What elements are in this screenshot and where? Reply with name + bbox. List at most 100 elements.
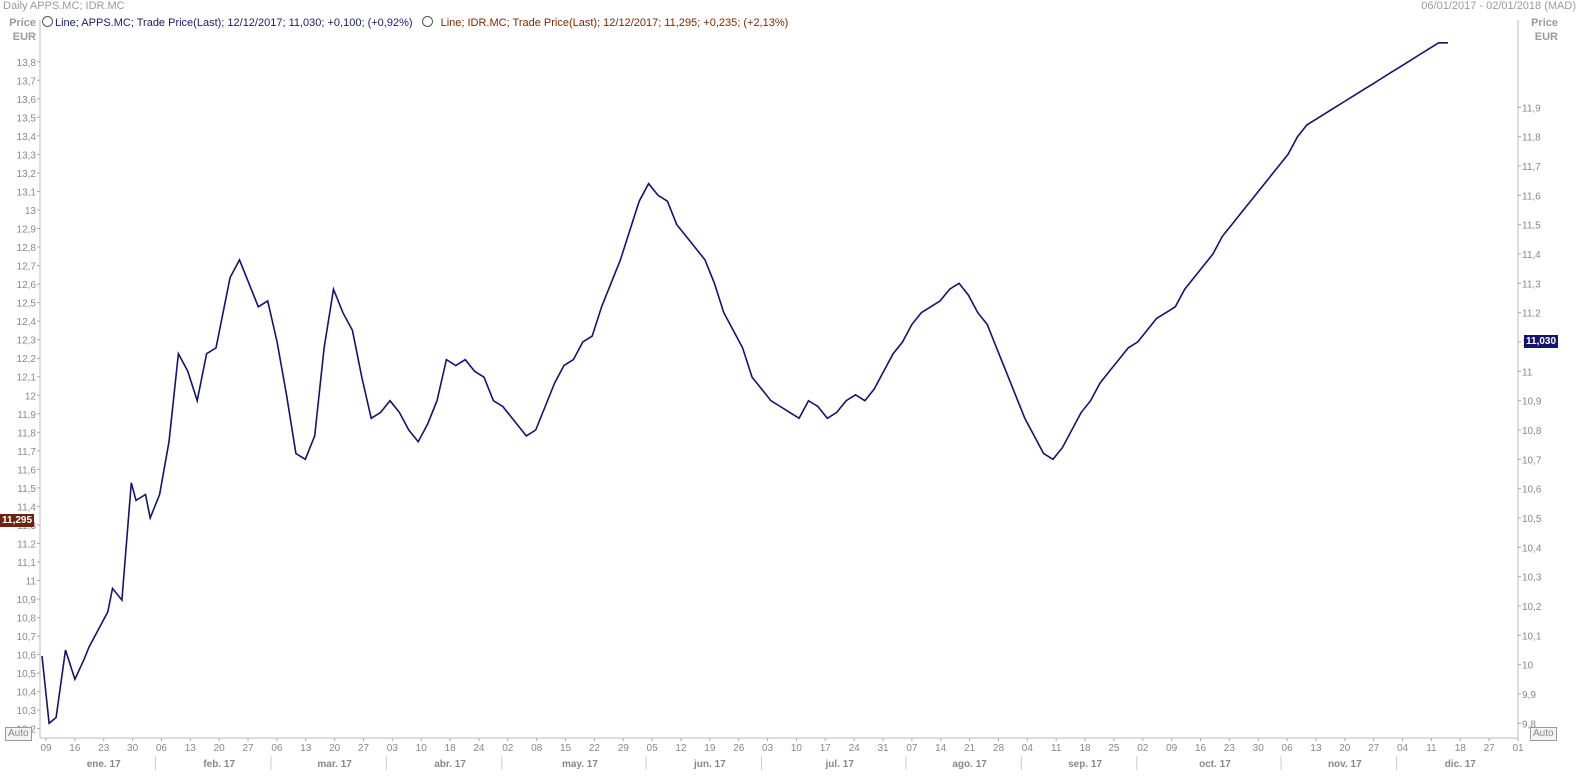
legend-series-apps[interactable]: Line; APPS.MC; Trade Price(Last); 12/12/…: [55, 17, 413, 29]
left-tick-label: 11,2: [17, 539, 36, 550]
right-tick-label: 11,2: [1522, 309, 1541, 320]
month-label: ene. 17: [87, 759, 121, 770]
left-tick-label: 11,1: [17, 558, 36, 569]
right-tick-label: 10,3: [1522, 573, 1542, 584]
x-tick-label: 07: [906, 743, 918, 754]
left-tick-label: 12,1: [17, 373, 37, 384]
x-tick-label: 18: [1455, 743, 1467, 754]
x-tick-label: 27: [358, 743, 370, 754]
month-label: may. 17: [562, 759, 598, 770]
x-tick-label: 03: [762, 743, 774, 754]
x-tick-label: 23: [98, 743, 110, 754]
month-label: nov. 17: [1328, 759, 1362, 770]
x-tick-label: 24: [849, 743, 861, 754]
x-tick-label: 13: [1310, 743, 1322, 754]
x-tick-label: 06: [1282, 743, 1294, 754]
right-tick-label: 10,7: [1522, 455, 1542, 466]
x-tick-label: 17: [820, 743, 832, 754]
month-label: feb. 17: [203, 759, 235, 770]
x-tick-label: 02: [502, 743, 514, 754]
month-label: sep. 17: [1068, 759, 1102, 770]
series-line-apps: [41, 42, 1448, 725]
x-tick-label: 24: [473, 743, 485, 754]
right-tick-label: 10,1: [1522, 631, 1542, 642]
left-tick-label: 13,2: [17, 169, 37, 180]
left-tick-label: 12,9: [17, 225, 37, 236]
month-label: oct. 17: [1199, 759, 1231, 770]
x-tick-label: 27: [242, 743, 254, 754]
last-value-right: 11,030: [1524, 335, 1559, 348]
left-tick-label: 13,4: [17, 132, 37, 143]
right-tick-label: 11,6: [1522, 191, 1541, 202]
right-tick-label: 11,9: [1522, 103, 1541, 114]
x-tick-label: 09: [1166, 743, 1178, 754]
left-tick-label: 11,6: [17, 465, 36, 476]
x-tick-label: 27: [1484, 743, 1496, 754]
left-tick-label: 12: [25, 391, 37, 402]
x-tick-label: 18: [445, 743, 457, 754]
left-tick-label: 13,1: [17, 187, 37, 198]
right-tick-label: 10,5: [1522, 514, 1542, 525]
x-tick-label: 28: [993, 743, 1005, 754]
right-tick-label: 10,6: [1522, 485, 1542, 496]
x-tick-label: 08: [531, 743, 543, 754]
right-tick-label: 10,4: [1522, 543, 1542, 554]
left-tick-label: 11,8: [17, 428, 36, 439]
right-tick-label: 11,8: [1522, 133, 1541, 144]
right-tick-label: 11,5: [1522, 221, 1541, 232]
x-tick-label: 15: [560, 743, 572, 754]
x-tick-label: 06: [156, 743, 168, 754]
x-tick-label: 25: [1108, 743, 1120, 754]
left-tick-label: 12,5: [17, 299, 37, 310]
right-tick-label: 11: [1522, 367, 1533, 378]
left-tick-label: 10,3: [17, 706, 37, 717]
x-tick-label: 29: [618, 743, 630, 754]
left-tick-label: 11,5: [17, 484, 36, 495]
x-tick-label: 22: [589, 743, 601, 754]
x-tick-label: 11: [1426, 743, 1437, 754]
left-tick-label: 10,7: [17, 632, 37, 643]
left-tick-label: 12,7: [17, 262, 37, 273]
month-label: abr. 17: [434, 759, 466, 770]
x-tick-label: 12: [675, 743, 687, 754]
left-tick-label: 11,7: [17, 447, 36, 458]
clock-icon[interactable]: [421, 16, 433, 27]
x-tick-label: 30: [127, 743, 139, 754]
month-label: jul. 17: [825, 759, 855, 770]
left-tick-label: 12,6: [17, 280, 37, 291]
chart-title: Daily APPS.MC; IDR.MC: [3, 0, 125, 12]
x-tick-label: 04: [1397, 743, 1409, 754]
x-tick-label: 03: [387, 743, 399, 754]
x-tick-label: 26: [733, 743, 745, 754]
x-tick-label: 06: [271, 743, 283, 754]
x-tick-label: 10: [416, 743, 428, 754]
left-tick-label: 10,8: [17, 614, 37, 625]
legend-series-idr[interactable]: Line; IDR.MC; Trade Price(Last); 12/12/2…: [440, 17, 789, 29]
last-value-left: 11,295: [0, 514, 35, 527]
right-tick-label: 11,3: [1522, 279, 1541, 290]
left-tick-label: 12,2: [17, 354, 37, 365]
x-tick-label: 04: [1022, 743, 1034, 754]
left-tick-label: 10,4: [17, 688, 37, 699]
x-tick-label: 16: [69, 743, 81, 754]
left-tick-label: 10,6: [17, 651, 37, 662]
month-label: ago. 17: [952, 759, 987, 770]
left-tick-label: 13,7: [17, 76, 37, 87]
x-tick-label: 19: [704, 743, 716, 754]
auto-scale-right-button[interactable]: Auto: [1530, 727, 1557, 741]
x-tick-label: 18: [1079, 743, 1091, 754]
right-tick-label: 10,2: [1522, 602, 1542, 613]
x-tick-label: 09: [40, 743, 52, 754]
x-tick-label: 11: [1051, 743, 1062, 754]
clock-icon[interactable]: [42, 16, 53, 27]
month-label: jun. 17: [693, 759, 726, 770]
right-axis-unit: EUR: [1534, 31, 1558, 43]
x-tick-label: 20: [1339, 743, 1351, 754]
left-tick-label: 12,8: [17, 243, 37, 254]
month-label: mar. 17: [317, 759, 352, 770]
left-tick-label: 11: [26, 577, 37, 588]
left-tick-label: 13,3: [17, 150, 37, 161]
auto-scale-left-button[interactable]: Auto: [5, 727, 32, 741]
x-tick-label: 31: [877, 743, 889, 754]
